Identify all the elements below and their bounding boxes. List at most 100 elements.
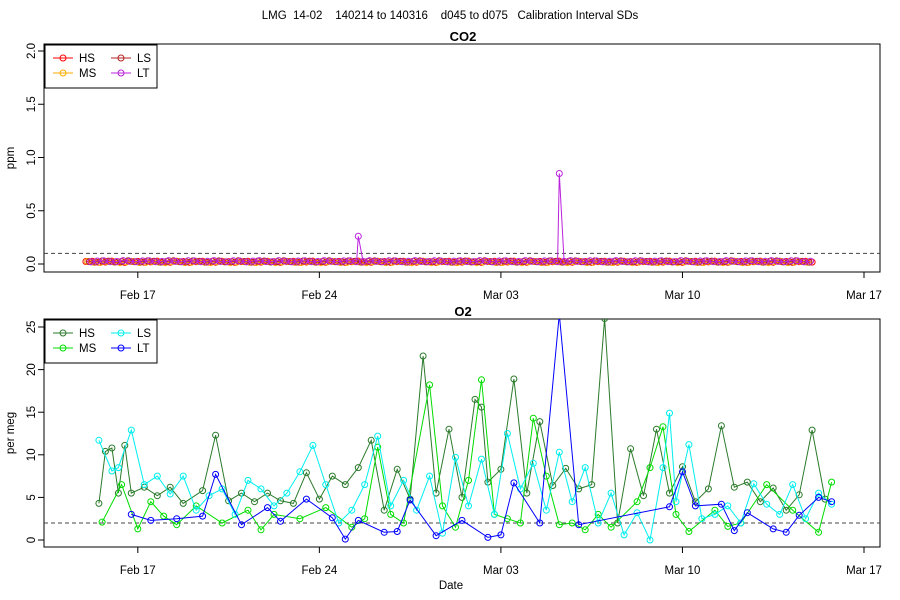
o2-point-ls (374, 432, 382, 440)
x-axis-label: Date (439, 580, 463, 592)
o2-point-hs (536, 418, 544, 426)
co2-point-lt (333, 258, 341, 266)
o2-point-hs (199, 487, 207, 495)
o2-point-hs (179, 499, 187, 507)
co2-point-lt (359, 257, 367, 265)
co2-x-tick-label: Mar 03 (483, 290, 519, 302)
o2-point-lt (828, 498, 836, 506)
o2-point-hs (640, 492, 647, 500)
co2-point-lt (158, 257, 166, 265)
co2-legend-label-ls: LS (137, 53, 151, 65)
o2-point-ls (166, 490, 174, 498)
o2-legend-label-lt: LT (137, 343, 150, 355)
o2-point-ms (711, 506, 719, 514)
co2-point-lt (340, 257, 348, 265)
o2-point-ms (134, 525, 142, 533)
o2-x-tick-label: Mar 10 (665, 565, 701, 577)
co2-point-lt (528, 257, 536, 265)
o2-point-ls (555, 448, 563, 456)
co2-point-ms (298, 259, 305, 266)
o2-point-ls (257, 485, 265, 493)
co2-point-lt (482, 257, 490, 265)
o2-point-hs (821, 495, 829, 503)
o2-point-ls (270, 502, 278, 510)
co2-point-lt (119, 257, 127, 265)
o2-point-ms (147, 498, 155, 506)
co2-point-lt (255, 257, 263, 265)
o2-point-hs (289, 499, 297, 507)
co2-point-lt (567, 257, 575, 265)
o2-point-ms (646, 464, 654, 472)
co2-point-lt (612, 257, 620, 265)
co2-point-ms (187, 258, 195, 266)
o2-point-hs (679, 463, 686, 471)
o2-point-hs (458, 493, 466, 501)
co2-point-lt (398, 258, 406, 266)
o2-point-ms (763, 481, 771, 489)
o2-point-hs (302, 469, 310, 477)
o2-point-lt (173, 515, 181, 523)
o2-y-tick-label: 5 (26, 494, 38, 500)
co2-point-lt (152, 258, 160, 266)
co2-legend-label-lt: LT (137, 68, 150, 80)
o2-point-ms (555, 521, 563, 529)
o2-point-ls (114, 464, 122, 472)
co2-legend-marker-ms (59, 69, 67, 77)
o2-point-ms (672, 510, 680, 518)
o2-point-ms (529, 414, 537, 422)
o2-point-ls (685, 441, 693, 449)
o2-point-lt (815, 493, 823, 501)
o2-point-ls (815, 489, 823, 497)
o2-legend-label-ls: LS (137, 328, 151, 340)
co2-point-lt (223, 258, 231, 266)
o2-point-ls (776, 510, 784, 518)
co2-point-lt (443, 258, 451, 266)
co2-point-lt (716, 258, 724, 265)
co2-point-lt (469, 258, 477, 266)
o2-point-lt (302, 495, 310, 503)
co2-x-tick-label: Feb 24 (301, 290, 337, 302)
co2-point-ms (388, 258, 396, 266)
o2-legend-marker-ms (59, 344, 67, 352)
o2-point-ms (296, 515, 304, 523)
o2-point-lt (393, 528, 401, 535)
co2-point-lt (515, 258, 523, 265)
co2-point-lt (327, 257, 335, 265)
co2-point-lt (424, 258, 432, 266)
co2-point-lt (204, 257, 211, 265)
o2-point-lt (212, 470, 220, 478)
o2-series-line-hs (98, 319, 826, 524)
co2-point-ms (745, 258, 753, 266)
o2-point-ls (737, 519, 745, 527)
co2-panel: CO2 ppm Feb 17 Feb 24 Mar 03 Mar 10 Mar 17 0.… (5, 29, 882, 302)
co2-point-lt (683, 257, 691, 265)
co2-point-lt (541, 257, 549, 265)
co2-point-lt (755, 258, 763, 266)
o2-point-hs (367, 436, 375, 444)
co2-y-axis-label: ppm (5, 147, 17, 169)
o2-point-ls (542, 506, 550, 514)
o2-point-ms (516, 519, 524, 527)
co2-legend-marker-hs (59, 54, 67, 62)
o2-point-hs (743, 478, 751, 486)
o2-point-ms (361, 515, 369, 523)
o2-legend-label-hs: HS (79, 328, 95, 340)
co2-point-lt (619, 258, 626, 265)
o2-point-hs (108, 444, 116, 452)
o2-point-lt (743, 509, 751, 517)
o2-point-ms (789, 506, 797, 514)
o2-point-lt (406, 496, 414, 504)
co2-point-lt (534, 258, 542, 266)
co2-point-lt (191, 257, 198, 265)
o2-x-tick-label: Mar 03 (483, 565, 519, 577)
o2-legend-marker-hs (59, 329, 67, 337)
o2-point-ms (257, 526, 265, 534)
co2-point-lt (145, 257, 153, 265)
co2-x-tick-label: Mar 10 (665, 290, 701, 302)
o2-point-ls (478, 455, 485, 463)
co2-y-tick-label: 1.0 (26, 150, 38, 166)
o2-point-ms (98, 518, 106, 526)
o2-legend (44, 319, 158, 364)
o2-point-hs (225, 497, 233, 505)
